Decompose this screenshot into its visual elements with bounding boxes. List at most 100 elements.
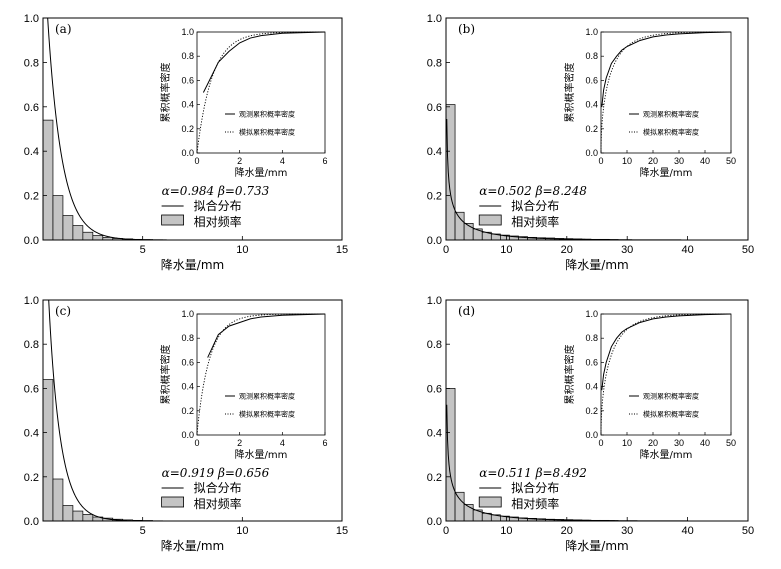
inset-x-axis-label: 降水量/mm — [640, 166, 693, 179]
x-tick-label: 20 — [561, 244, 573, 256]
inset-axes: 0.0 0.2 0.4 0.6 0.8 1.0 0 2 4 6 降水量/mm 累积概率密度 观测累积概率… — [159, 309, 328, 461]
panel-label: (a) — [55, 22, 72, 36]
inset-x-tick-label: 0 — [598, 438, 603, 448]
legend-fit-label: 拟合分布 — [194, 480, 242, 495]
x-tick-label: 0 — [443, 244, 449, 256]
x-tick-label: 10 — [500, 244, 512, 256]
y-tick-label: 0.4 — [427, 428, 442, 440]
inset-y-tick-label: 0.8 — [585, 51, 598, 61]
x-tick-label: 15 — [336, 244, 348, 256]
inset-y-axis-label: 累积概率密度 — [159, 63, 172, 123]
beta-value: β=0.733 — [217, 184, 270, 198]
x-tick-label: 10 — [236, 525, 248, 537]
plot-frame — [445, 17, 749, 241]
inset-x-tick-label: 50 — [726, 438, 736, 448]
inset-x-tick-label: 40 — [700, 438, 710, 448]
alpha-value: α=0.511 — [479, 466, 532, 480]
inset-x-tick-label: 2 — [237, 156, 242, 166]
alpha-value: α=0.919 — [162, 466, 215, 480]
inset-x-axis-label: 降水量/mm — [235, 448, 288, 461]
beta-value: β=8.492 — [535, 466, 587, 480]
inset-x-tick-label: 10 — [622, 438, 632, 448]
histogram-bar — [72, 510, 84, 522]
histogram-bar — [92, 235, 104, 241]
y-tick-label: 0.0 — [24, 235, 39, 247]
inset-observed-cdf-line — [601, 31, 732, 108]
fit-parameters: α=0.511 β=8.492 — [479, 466, 587, 480]
histogram-bar — [82, 231, 94, 241]
x-tick-label: 10 — [500, 525, 512, 537]
y-tick-label: 0.6 — [427, 383, 442, 395]
inset-frame — [196, 31, 326, 154]
beta-value: β=0.656 — [217, 466, 270, 480]
x-axis-label: 降水量/mm — [565, 539, 628, 553]
inset-y-axis-label: 累积概率密度 — [563, 63, 576, 123]
inset-y-tick-label: 1.0 — [181, 27, 194, 37]
legend-frequency-swatch — [478, 496, 502, 508]
x-tick-label: 30 — [621, 525, 633, 537]
x-axis-label: 降水量/mm — [161, 258, 224, 272]
y-tick-label: 0.2 — [427, 191, 442, 203]
histogram-bar — [42, 119, 54, 241]
histogram-bar — [454, 211, 465, 241]
y-tick-label: 1.0 — [24, 295, 39, 307]
inset-x-tick-label: 50 — [726, 156, 736, 166]
x-tick-label: 5 — [140, 525, 146, 537]
inset-y-tick-label: 0.0 — [585, 430, 598, 440]
inset-y-tick-label: 1.0 — [181, 309, 194, 319]
x-axis-label: 降水量/mm — [565, 258, 628, 272]
inset-frame — [600, 31, 732, 154]
inset-observed-cdf-line — [207, 313, 326, 358]
inset-y-tick-label: 0.4 — [585, 382, 598, 392]
inset-y-tick-label: 1.0 — [585, 27, 598, 37]
inset-x-tick-label: 4 — [280, 156, 285, 166]
inset-y-tick-label: 0.8 — [585, 333, 598, 343]
histogram-bar — [445, 388, 456, 522]
inset-x-tick-label: 30 — [674, 438, 684, 448]
inset-y-tick-label: 0.4 — [181, 100, 194, 110]
x-tick-label: 40 — [681, 525, 693, 537]
inset-y-tick-label: 0.0 — [181, 148, 194, 158]
alpha-value: α=0.984 — [162, 184, 215, 198]
inset-observed-cdf-line — [202, 31, 326, 93]
inset-y-tick-label: 0.2 — [585, 124, 598, 134]
y-tick-label: 0.4 — [24, 428, 39, 440]
y-tick-label: 0.0 — [24, 516, 39, 528]
legend-frequency-label: 相对频率 — [194, 496, 242, 511]
y-tick-label: 1.0 — [24, 13, 39, 25]
inset-y-tick-label: 0.0 — [181, 430, 194, 440]
inset-simulated-cdf-line — [600, 313, 731, 435]
inset-x-tick-label: 2 — [237, 438, 242, 448]
x-tick-label: 15 — [336, 525, 348, 537]
histogram-bar — [72, 225, 84, 241]
fit-parameters: α=0.919 β=0.656 — [162, 466, 270, 480]
y-tick-label: 0.6 — [24, 383, 39, 395]
beta-value: β=8.248 — [535, 184, 588, 198]
x-tick-label: 50 — [742, 244, 754, 256]
inset-legend-simulated-label: 模拟累积概率密度 — [239, 410, 295, 419]
y-tick-label: 0.8 — [427, 57, 442, 69]
inset-legend-simulated-label: 模拟累积概率密度 — [643, 128, 699, 137]
inset-simulated-cdf-line — [196, 31, 326, 154]
inset-y-tick-label: 0.0 — [585, 148, 598, 158]
inset-y-tick-label: 0.2 — [181, 406, 194, 416]
inset-x-tick-label: 10 — [622, 156, 632, 166]
inset-x-tick-label: 0 — [194, 156, 199, 166]
chart-panel-b: 0.0 0.2 0.4 0.6 0.8 1.0 0 10 20 30 40 50 降水量/mm (b) α=… — [427, 13, 754, 272]
inset-legend-observed-label: 观测累积概率密度 — [643, 110, 699, 119]
y-tick-label: 0.8 — [24, 57, 39, 69]
chart-panel-a: 0.0 0.2 0.4 0.6 0.8 1.0 5 10 15 降水量/mm (a) α=0.984 … — [24, 13, 348, 272]
legend-fit-label: 拟合分布 — [194, 198, 242, 213]
fit-parameters: α=0.502 β=8.248 — [479, 184, 587, 198]
legend-frequency-label: 相对频率 — [194, 214, 242, 229]
inset-x-tick-label: 0 — [194, 438, 199, 448]
panel-label: (b) — [458, 22, 475, 36]
inset-legend-simulated-label: 模拟累积概率密度 — [643, 410, 699, 419]
x-tick-label: 5 — [140, 244, 146, 256]
y-tick-label: 0.0 — [427, 516, 442, 528]
alpha-value: α=0.502 — [479, 184, 532, 198]
x-axis-label: 降水量/mm — [161, 539, 224, 553]
inset-x-tick-label: 40 — [700, 156, 710, 166]
inset-x-tick-label: 20 — [648, 438, 658, 448]
